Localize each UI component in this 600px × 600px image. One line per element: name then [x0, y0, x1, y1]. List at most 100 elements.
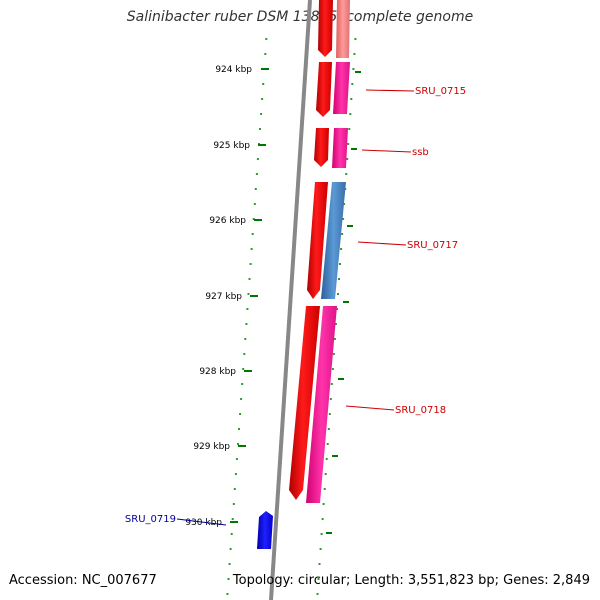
gc-dot [226, 593, 229, 595]
gc-dotted-guides [226, 38, 357, 595]
scale-tick-label: 928 kbp [199, 367, 236, 377]
gc-dot [252, 218, 255, 220]
gc-dot [259, 128, 261, 130]
gc-dot [320, 533, 323, 535]
scale-tick-label: 925 kbp [213, 141, 250, 151]
gene-arrow-top-partial[interactable] [318, 0, 333, 57]
gc-dot [261, 98, 264, 100]
gc-dot [343, 203, 346, 205]
gc-dot [246, 308, 249, 310]
scale-tick: 929 kbp [193, 442, 246, 452]
gc-dot [326, 443, 329, 445]
gc-dot [318, 563, 321, 565]
gc-dot [348, 128, 351, 130]
gene-features[interactable] [257, 0, 350, 549]
gc-dot [250, 248, 253, 250]
gc-dot [241, 383, 244, 385]
gc-dot [332, 353, 335, 355]
scale-tick: 927 kbp [205, 292, 258, 302]
gc-dot [242, 368, 245, 370]
gene-label-leaders [176, 89, 415, 526]
gc-dot [260, 113, 263, 115]
gene-label-sru-0718[interactable]: SRU_0718 [395, 405, 446, 416]
gc-dot [354, 38, 357, 40]
scale-tick: 925 kbp [213, 141, 266, 151]
gc-dot [248, 278, 251, 280]
gc-dot [346, 158, 349, 160]
genome-backbone [269, 0, 312, 600]
gc-dot [247, 293, 250, 295]
gene-arrow-sru-0718[interactable] [289, 306, 320, 500]
gc-dot [245, 323, 248, 325]
scale-tick: 928 kbp [199, 367, 252, 377]
gene-label-ssb[interactable]: ssb [412, 147, 429, 158]
scale-tick-label: 927 kbp [205, 292, 242, 302]
gc-dot [251, 233, 254, 235]
gc-dot [235, 458, 238, 460]
gc-dot [230, 533, 233, 535]
gene-label-sru-0717[interactable]: SRU_0717 [407, 240, 458, 251]
gc-dot [324, 473, 327, 475]
gene-label-sru-0719[interactable]: SRU_0719 [125, 514, 176, 525]
gc-dot [255, 173, 258, 175]
scale-tick: 930 kbp [185, 518, 238, 528]
gc-dot [342, 218, 345, 220]
gc-dot [349, 113, 352, 115]
gc-dot [329, 398, 332, 400]
gc-dot [228, 563, 231, 565]
gc-dot [231, 518, 234, 520]
gc-dot [243, 353, 246, 355]
gc-dot [264, 53, 267, 55]
gc-dot [227, 578, 230, 580]
gc-dot [327, 428, 330, 430]
gc-dot [256, 158, 259, 160]
scale-tick: 926 kbp [209, 216, 262, 226]
gene-arrow-sru-0717[interactable] [307, 182, 328, 299]
gene-bar-sru-0718[interactable] [306, 306, 337, 503]
gc-dot [234, 473, 237, 475]
gc-dot [265, 38, 268, 40]
gc-dot [316, 593, 319, 595]
gc-dot [352, 68, 355, 70]
gc-dot [232, 503, 235, 505]
gc-dot [238, 428, 240, 430]
gc-dot [325, 458, 328, 460]
gene-bar-top-partial[interactable] [336, 0, 350, 58]
scale-tick-label: 929 kbp [193, 442, 230, 452]
gc-dot [336, 308, 338, 310]
gc-dot [323, 488, 326, 490]
gene-bar-sru-0717[interactable] [321, 182, 346, 299]
genome-title: Salinibacter ruber DSM 13855, complete g… [126, 9, 474, 25]
gc-dot [319, 548, 322, 550]
gene-bar-ssb[interactable] [332, 128, 348, 168]
gene-bar-sru-0715[interactable] [333, 62, 350, 114]
scale-tick-label: 926 kbp [209, 216, 246, 226]
topology-text: Topology: circular; Length: 3,551,823 bp… [232, 573, 590, 588]
gc-dot [353, 53, 356, 55]
gc-dot [338, 278, 340, 280]
gc-dot [334, 323, 337, 325]
scale-ticks: 924 kbp 925 kbp 926 kbp 927 kbp 928 kbp … [185, 65, 269, 528]
gene-arrow-sru-0719[interactable] [257, 511, 273, 549]
gc-dot [333, 338, 336, 340]
gc-dot [262, 83, 265, 85]
right-scale-ticks [326, 71, 361, 534]
gene-label-sru-0715[interactable]: SRU_0715 [415, 86, 466, 97]
gc-dot [347, 143, 350, 145]
gc-dot [321, 518, 324, 520]
gc-dot [233, 488, 236, 490]
gene-arrow-sru-0715[interactable] [316, 62, 332, 117]
gene-labels: SRU_0715 ssb SRU_0717 SRU_0718 SRU_0719 [125, 86, 466, 525]
gc-dot [341, 233, 344, 235]
gc-dot [351, 83, 354, 85]
gc-dot [340, 248, 343, 250]
gc-dot [239, 413, 242, 415]
gc-dot [345, 173, 348, 175]
scale-tick-label: 924 kbp [215, 65, 252, 75]
gc-dot [350, 98, 353, 100]
gc-dot [328, 413, 331, 415]
gc-dot [317, 578, 320, 580]
gene-arrow-ssb[interactable] [314, 128, 329, 167]
gc-dot [253, 203, 256, 205]
